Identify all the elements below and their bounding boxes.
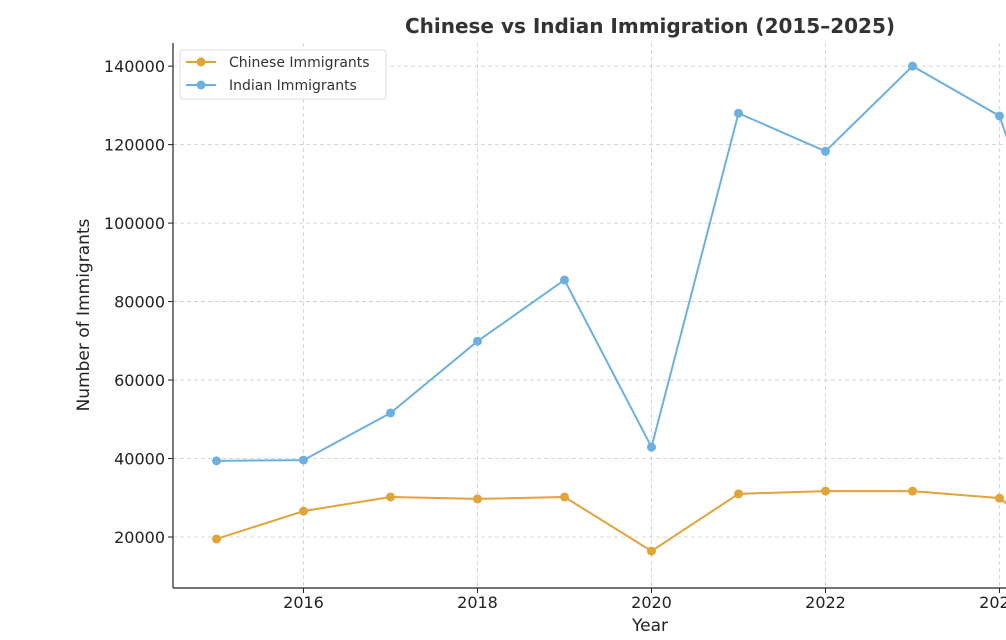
data-point [299, 506, 308, 516]
y-tick-label: 60000 [114, 371, 165, 390]
x-tick-label: 2024 [979, 593, 1006, 612]
data-point [386, 408, 395, 418]
x-tick-label: 2018 [457, 593, 498, 612]
data-point [821, 146, 830, 156]
data-point [908, 61, 917, 71]
series-line-1 [216, 64, 1006, 462]
data-point [821, 486, 830, 496]
data-point [473, 494, 482, 504]
legend-marker [196, 57, 206, 67]
legend-label: Indian Immigrants [229, 78, 357, 94]
y-tick-label: 120000 [104, 136, 165, 155]
y-axis-label: Number of Immigrants [74, 218, 94, 411]
legend-label: Chinese Immigrants [229, 55, 370, 71]
x-tick-label: 2022 [805, 593, 846, 612]
x-tick-label: 2016 [283, 593, 324, 612]
data-point [386, 492, 395, 502]
x-axis-label: Year [631, 616, 668, 636]
data-point [647, 546, 656, 556]
data-point [560, 492, 569, 502]
y-tick-label: 80000 [114, 293, 165, 312]
data-point [473, 336, 482, 346]
data-point [560, 275, 569, 285]
data-point [212, 456, 221, 466]
y-tick-label: 40000 [114, 450, 165, 469]
data-point [212, 534, 221, 544]
y-tick-label: 140000 [104, 57, 165, 76]
legend-box [179, 49, 387, 100]
x-tick-label: 2020 [631, 593, 672, 612]
data-point [734, 108, 743, 118]
data-point [299, 455, 308, 465]
y-tick-label: 20000 [114, 528, 165, 547]
data-point [647, 442, 656, 452]
data-point [734, 489, 743, 499]
data-point [995, 111, 1004, 121]
data-point [908, 486, 917, 496]
chart-title: Chinese vs Indian Immigration (2015–2025… [405, 14, 895, 38]
series-line-0 [216, 490, 1006, 553]
data-point [995, 493, 1004, 503]
legend-marker [196, 80, 206, 90]
y-tick-label: 100000 [104, 214, 165, 233]
